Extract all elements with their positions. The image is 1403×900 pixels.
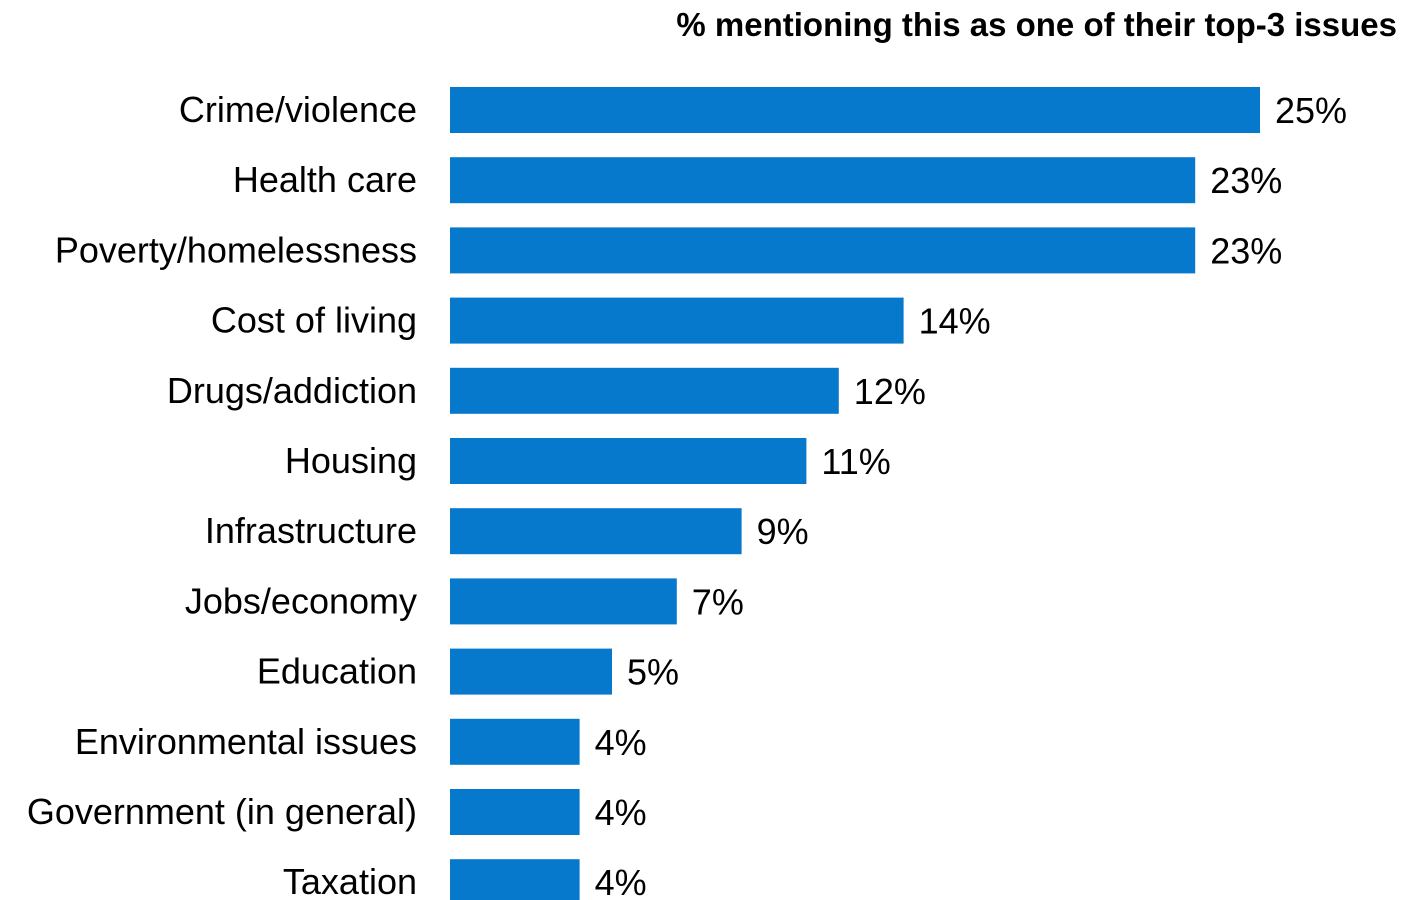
bar [450, 438, 807, 484]
category-label: Education [257, 651, 417, 692]
bar [450, 648, 612, 695]
category-label: Infrastructure [205, 510, 417, 551]
bar [450, 578, 677, 625]
value-label: 4% [595, 792, 647, 833]
bars-group: Crime/violence 25% Health care 23% Poverty/h… [27, 87, 1347, 900]
category-label: Jobs/economy [185, 580, 417, 621]
value-label: 9% [757, 511, 809, 552]
value-label: 23% [1210, 230, 1282, 271]
category-label: Government (in general) [27, 791, 417, 832]
category-label: Housing [285, 440, 417, 481]
value-label: 4% [595, 862, 647, 900]
bar [450, 297, 904, 344]
value-label: 23% [1210, 160, 1282, 201]
chart-title: % mentioning this as one of their top-3 … [676, 6, 1397, 43]
bar [450, 227, 1196, 274]
category-label: Taxation [283, 861, 417, 900]
value-label: 7% [692, 581, 744, 622]
value-label: 11% [821, 441, 890, 482]
category-label: Crime/violence [179, 89, 417, 130]
category-label: Health care [233, 159, 417, 200]
value-label: 5% [627, 652, 679, 693]
value-label: 4% [595, 722, 647, 763]
bar [450, 87, 1260, 133]
bar [450, 789, 580, 835]
bar [450, 157, 1196, 204]
value-label: 25% [1275, 90, 1347, 131]
bar [450, 718, 580, 765]
category-label: Cost of living [211, 300, 417, 341]
bar [450, 859, 580, 900]
value-label: 12% [854, 371, 926, 412]
value-label: 14% [919, 301, 991, 342]
category-label: Poverty/homelessness [55, 229, 417, 270]
bar [450, 508, 742, 555]
bar [450, 367, 839, 414]
category-label: Environmental issues [75, 721, 417, 762]
category-label: Drugs/addiction [167, 370, 417, 411]
